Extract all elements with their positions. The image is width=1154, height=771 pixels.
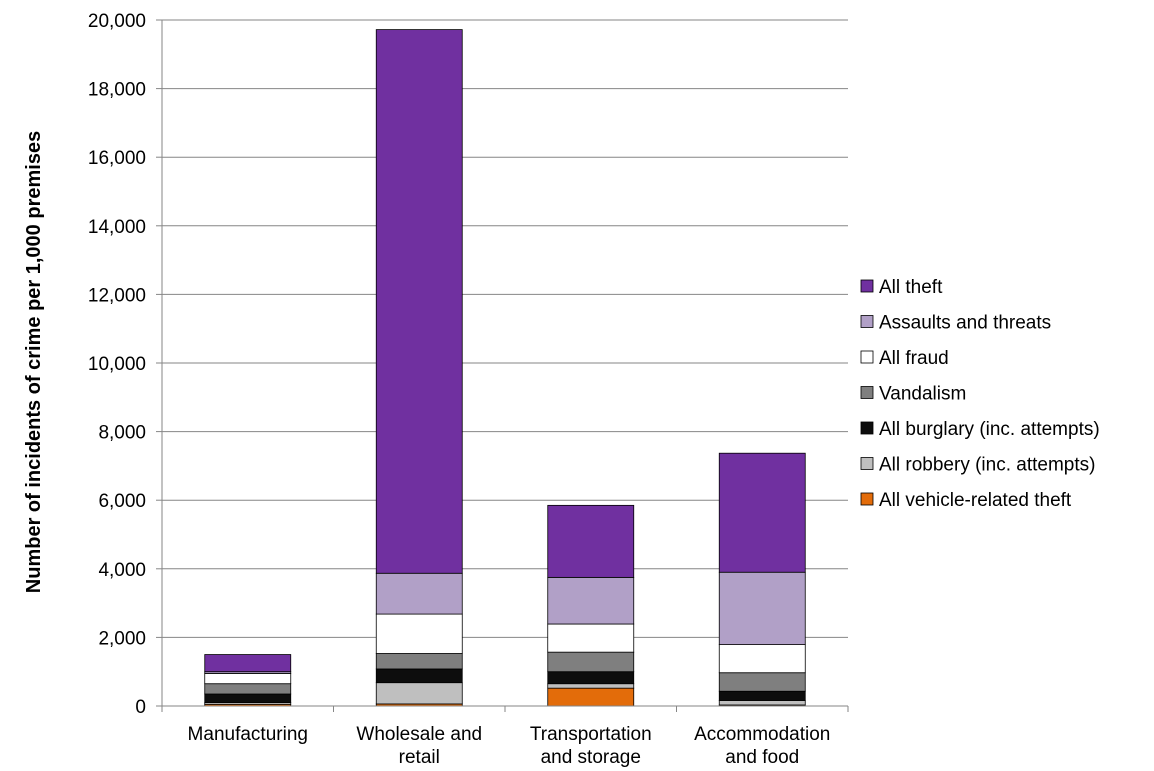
legend-swatch [860,421,874,435]
y-tick-label: 0 [135,697,146,718]
y-tick-label: 10,000 [88,354,146,375]
x-category-label: Manufacturing [188,724,308,745]
bar-segment [547,687,635,707]
legend-swatch [860,386,874,399]
legend-label: All vehicle-related theft [879,490,1072,511]
bar-segment [718,571,806,646]
bar-segment [547,671,635,685]
bar-segment [375,29,463,574]
bar-segment [204,683,292,695]
bar-segment [375,668,463,684]
bar-segment [547,504,635,578]
bar-segment [547,651,635,673]
x-category-labels: Manufacturing Wholesale and retail Transpor… [188,724,831,768]
bar-segment [204,693,292,703]
bar-segment [375,613,463,654]
bar-segment [718,672,806,692]
legend-label: All theft [879,277,943,298]
bar-segment [204,654,292,673]
gridlines [162,19,848,638]
bar-segment [718,700,806,706]
legend-swatch [860,457,874,470]
legend-label: All burglary (inc. attempts) [879,419,1100,440]
legend-swatch [860,315,874,328]
legend-label: Vandalism [879,384,966,405]
legend-swatch [860,350,874,364]
legend-label: All fraud [879,348,949,369]
y-tick-label: 14,000 [88,217,146,238]
y-tick-label: 2,000 [98,628,146,649]
x-category-label: Transportation and storage [530,724,652,768]
y-tick-label: 6,000 [98,491,146,512]
y-tick-label: 4,000 [98,560,146,581]
axes [156,19,849,712]
y-tick-label: 18,000 [88,80,146,101]
bar-segment [547,623,635,653]
bar-segment [718,452,806,573]
x-category-label: Accommodation and food [694,724,830,768]
bar-segment [375,572,463,615]
bar-segment [375,653,463,670]
bar-segment [547,683,635,689]
legend: All theft Assaults and threats All fraud Va… [860,277,1100,511]
bar-segment [718,644,806,674]
y-tick-label: 12,000 [88,285,146,306]
bar-segment [718,690,806,701]
bars [204,29,806,707]
y-tick-label: 20,000 [88,11,146,32]
x-category-label: Wholesale and retail [356,724,482,768]
y-tick-label: 8,000 [98,423,146,444]
y-axis-label: Number of incidents of crime per 1,000 p… [23,131,45,593]
y-tick-label: 16,000 [88,148,146,169]
y-tick-labels: 0 2,000 4,000 6,000 8,000 10,000 12,000 14,000 1… [88,11,146,718]
bar-segment [204,673,292,685]
legend-swatch [860,279,874,293]
legend-label: Assaults and threats [879,313,1051,334]
bar-segment [547,576,635,625]
legend-label: All robbery (inc. attempts) [879,455,1095,476]
bar-segment [375,682,463,705]
legend-swatch [860,492,874,506]
